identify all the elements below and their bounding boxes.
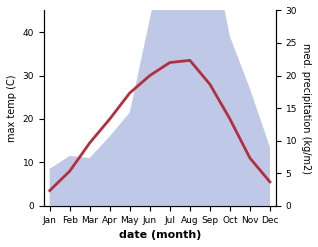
Y-axis label: max temp (C): max temp (C) <box>7 74 17 142</box>
X-axis label: date (month): date (month) <box>119 230 201 240</box>
Y-axis label: med. precipitation (kg/m2): med. precipitation (kg/m2) <box>301 43 311 174</box>
